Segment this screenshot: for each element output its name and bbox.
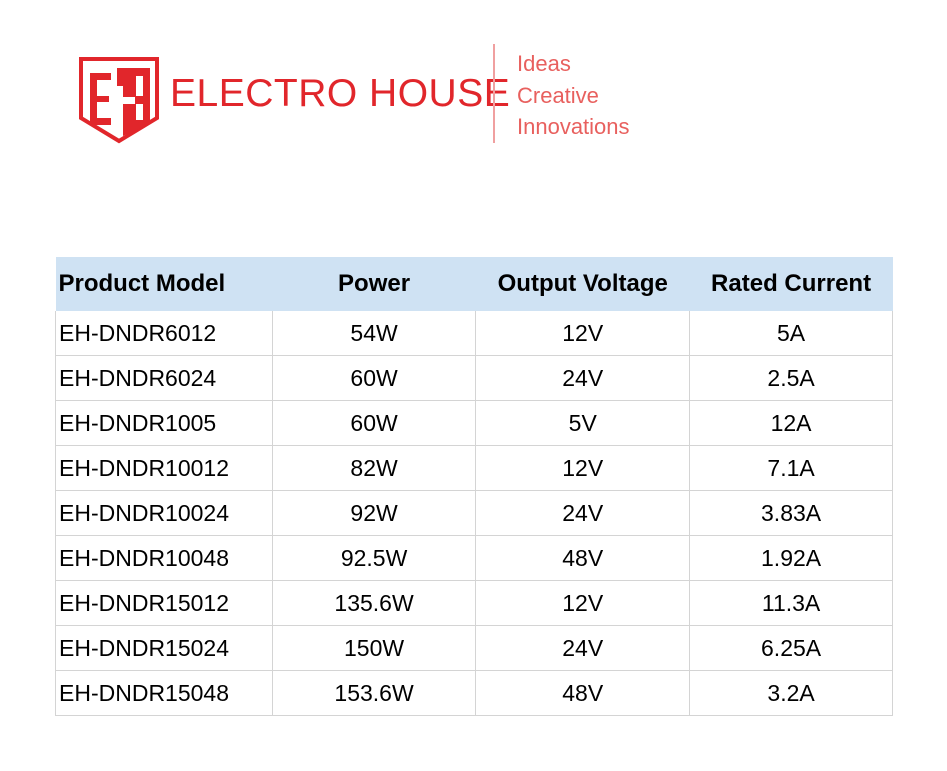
table-row: EH-DNDR15024 150W 24V 6.25A (55, 625, 893, 671)
cell-rated-current: 3.83A (689, 490, 893, 536)
cell-rated-current: 5A (689, 311, 893, 356)
cell-product-model: EH-DNDR10024 (55, 490, 273, 536)
cell-product-model: EH-DNDR1005 (55, 400, 273, 446)
cell-power: 82W (272, 445, 477, 491)
cell-output-voltage: 24V (475, 490, 691, 536)
tagline-line: Ideas (517, 51, 571, 76)
eh-shield-logo-icon (79, 57, 159, 144)
cell-output-voltage: 12V (475, 580, 691, 626)
cell-output-voltage: 48V (475, 670, 691, 716)
cell-rated-current: 3.2A (689, 670, 893, 716)
cell-output-voltage: 48V (475, 535, 691, 581)
cell-power: 135.6W (272, 580, 477, 626)
cell-rated-current: 7.1A (689, 445, 893, 491)
tagline-line: Creative (517, 82, 599, 108)
column-header-rated-current: Rated Current (689, 257, 893, 311)
cell-power: 92.5W (272, 535, 477, 581)
cell-product-model: EH-DNDR10012 (55, 445, 273, 491)
cell-power: 150W (272, 625, 477, 671)
tagline: Ideas Creative Innovations (517, 48, 630, 143)
logo-divider (493, 44, 495, 143)
cell-product-model: EH-DNDR6012 (55, 311, 273, 356)
table-row: EH-DNDR10012 82W 12V 7.1A (55, 445, 893, 491)
cell-product-model: EH-DNDR15048 (55, 670, 273, 716)
table-row: EH-DNDR6024 60W 24V 2.5A (55, 355, 893, 401)
cell-product-model: EH-DNDR6024 (55, 355, 273, 401)
product-spec-table: Product Model Power Output Voltage Rated… (55, 257, 893, 716)
cell-power: 54W (272, 311, 477, 356)
cell-rated-current: 11.3A (689, 580, 893, 626)
table-row: EH-DNDR15012 135.6W 12V 11.3A (55, 580, 893, 626)
cell-product-model: EH-DNDR15024 (55, 625, 273, 671)
cell-power: 60W (272, 355, 477, 401)
cell-rated-current: 2.5A (689, 355, 893, 401)
cell-power: 60W (272, 400, 477, 446)
cell-output-voltage: 5V (475, 400, 691, 446)
column-header-product-model: Product Model (55, 257, 273, 311)
cell-output-voltage: 24V (475, 355, 691, 401)
cell-output-voltage: 24V (475, 625, 691, 671)
cell-rated-current: 12A (689, 400, 893, 446)
cell-product-model: EH-DNDR15012 (55, 580, 273, 626)
column-header-output-voltage: Output Voltage (475, 257, 690, 311)
cell-power: 153.6W (272, 670, 477, 716)
tagline-line: Innovations (517, 114, 630, 139)
table-row: EH-DNDR10048 92.5W 48V 1.92A (55, 535, 893, 581)
table-row: EH-DNDR6012 54W 12V 5A (55, 311, 893, 356)
cell-power: 92W (272, 490, 477, 536)
cell-output-voltage: 12V (475, 445, 691, 491)
table-row: EH-DNDR1005 60W 5V 12A (55, 400, 893, 446)
brand-name: ELECTRO HOUSE (170, 72, 511, 115)
cell-rated-current: 6.25A (689, 625, 893, 671)
table-header-row: Product Model Power Output Voltage Rated… (55, 257, 893, 311)
table-row: EH-DNDR10024 92W 24V 3.83A (55, 490, 893, 536)
cell-product-model: EH-DNDR10048 (55, 535, 273, 581)
cell-rated-current: 1.92A (689, 535, 893, 581)
table-row: EH-DNDR15048 153.6W 48V 3.2A (55, 670, 893, 716)
column-header-power: Power (272, 257, 476, 311)
cell-output-voltage: 12V (475, 311, 691, 356)
